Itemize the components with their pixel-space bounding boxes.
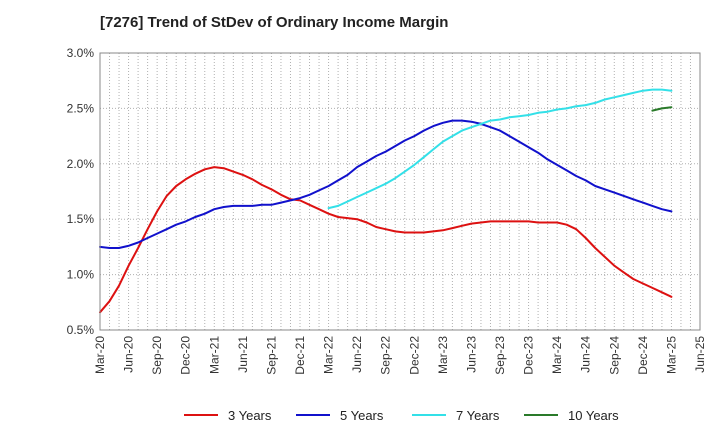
- x-tick-label: Sep-22: [379, 336, 393, 375]
- x-tick-label: Sep-21: [264, 336, 278, 375]
- legend-item-5-years: 5 Years: [296, 404, 383, 426]
- legend: 3 Years 5 Years 7 Years 10 Years: [0, 404, 720, 426]
- legend-label: 3 Years: [228, 407, 272, 423]
- x-tick-label: Jun-21: [236, 336, 250, 373]
- x-tick-label: Dec-22: [407, 336, 421, 375]
- x-tick-label: Mar-23: [436, 336, 450, 374]
- plot-border: [99, 52, 701, 331]
- legend-label: 10 Years: [568, 407, 619, 423]
- legend-swatch: [184, 414, 218, 416]
- y-tick-label: 2.0%: [67, 157, 95, 171]
- x-tick-label: Sep-24: [607, 336, 621, 375]
- x-tick-label: Dec-24: [636, 336, 650, 375]
- legend-item-10-years: 10 Years: [524, 404, 619, 426]
- x-axis-ticks: Mar-20 Jun-20 Sep-20 Dec-20 Mar-21 Jun-21 Sep-…: [93, 336, 707, 375]
- x-tick-label: Jun-25: [693, 336, 707, 373]
- x-tick-label: Mar-25: [664, 336, 678, 374]
- legend-item-7-years: 7 Years: [412, 404, 499, 426]
- series-line-5-years: [99, 119, 673, 249]
- y-tick-label: 3.0%: [67, 46, 95, 60]
- y-tick-label: 0.5%: [67, 323, 95, 337]
- legend-swatch: [296, 414, 330, 416]
- series-line-10-years: [651, 106, 673, 112]
- chart-title: [7276] Trend of StDev of Ordinary Income…: [100, 14, 449, 31]
- x-tick-label: Mar-21: [207, 336, 221, 374]
- grid-lines: [99, 52, 701, 331]
- x-tick-label: Mar-22: [322, 336, 336, 374]
- x-tick-label: Mar-24: [550, 336, 564, 374]
- legend-swatch: [524, 414, 558, 416]
- x-tick-label: Jun-22: [350, 336, 364, 373]
- y-tick-label: 1.0%: [67, 268, 95, 282]
- series-line-7-years: [327, 88, 673, 210]
- x-tick-label: Dec-23: [522, 336, 536, 375]
- x-tick-label: Jun-24: [579, 336, 593, 373]
- y-axis-ticks: 0.5% 1.0% 1.5% 2.0% 2.5% 3.0%: [67, 46, 95, 337]
- y-tick-label: 1.5%: [67, 212, 95, 226]
- plot-area: [100, 53, 700, 330]
- x-tick-label: Sep-20: [150, 336, 164, 375]
- x-tick-label: Mar-20: [93, 336, 107, 374]
- y-tick-label: 2.5%: [67, 101, 95, 115]
- series-line-3-years: [99, 166, 673, 314]
- series-lines: [99, 88, 673, 314]
- legend-item-3-years: 3 Years: [184, 404, 271, 426]
- legend-label: 5 Years: [340, 407, 384, 423]
- x-tick-label: Dec-21: [293, 336, 307, 375]
- x-tick-label: Jun-20: [122, 336, 136, 373]
- legend-swatch: [412, 414, 446, 416]
- legend-label: 7 Years: [456, 407, 500, 423]
- x-tick-label: Jun-23: [464, 336, 478, 373]
- x-tick-label: Dec-20: [179, 336, 193, 375]
- x-tick-label: Sep-23: [493, 336, 507, 375]
